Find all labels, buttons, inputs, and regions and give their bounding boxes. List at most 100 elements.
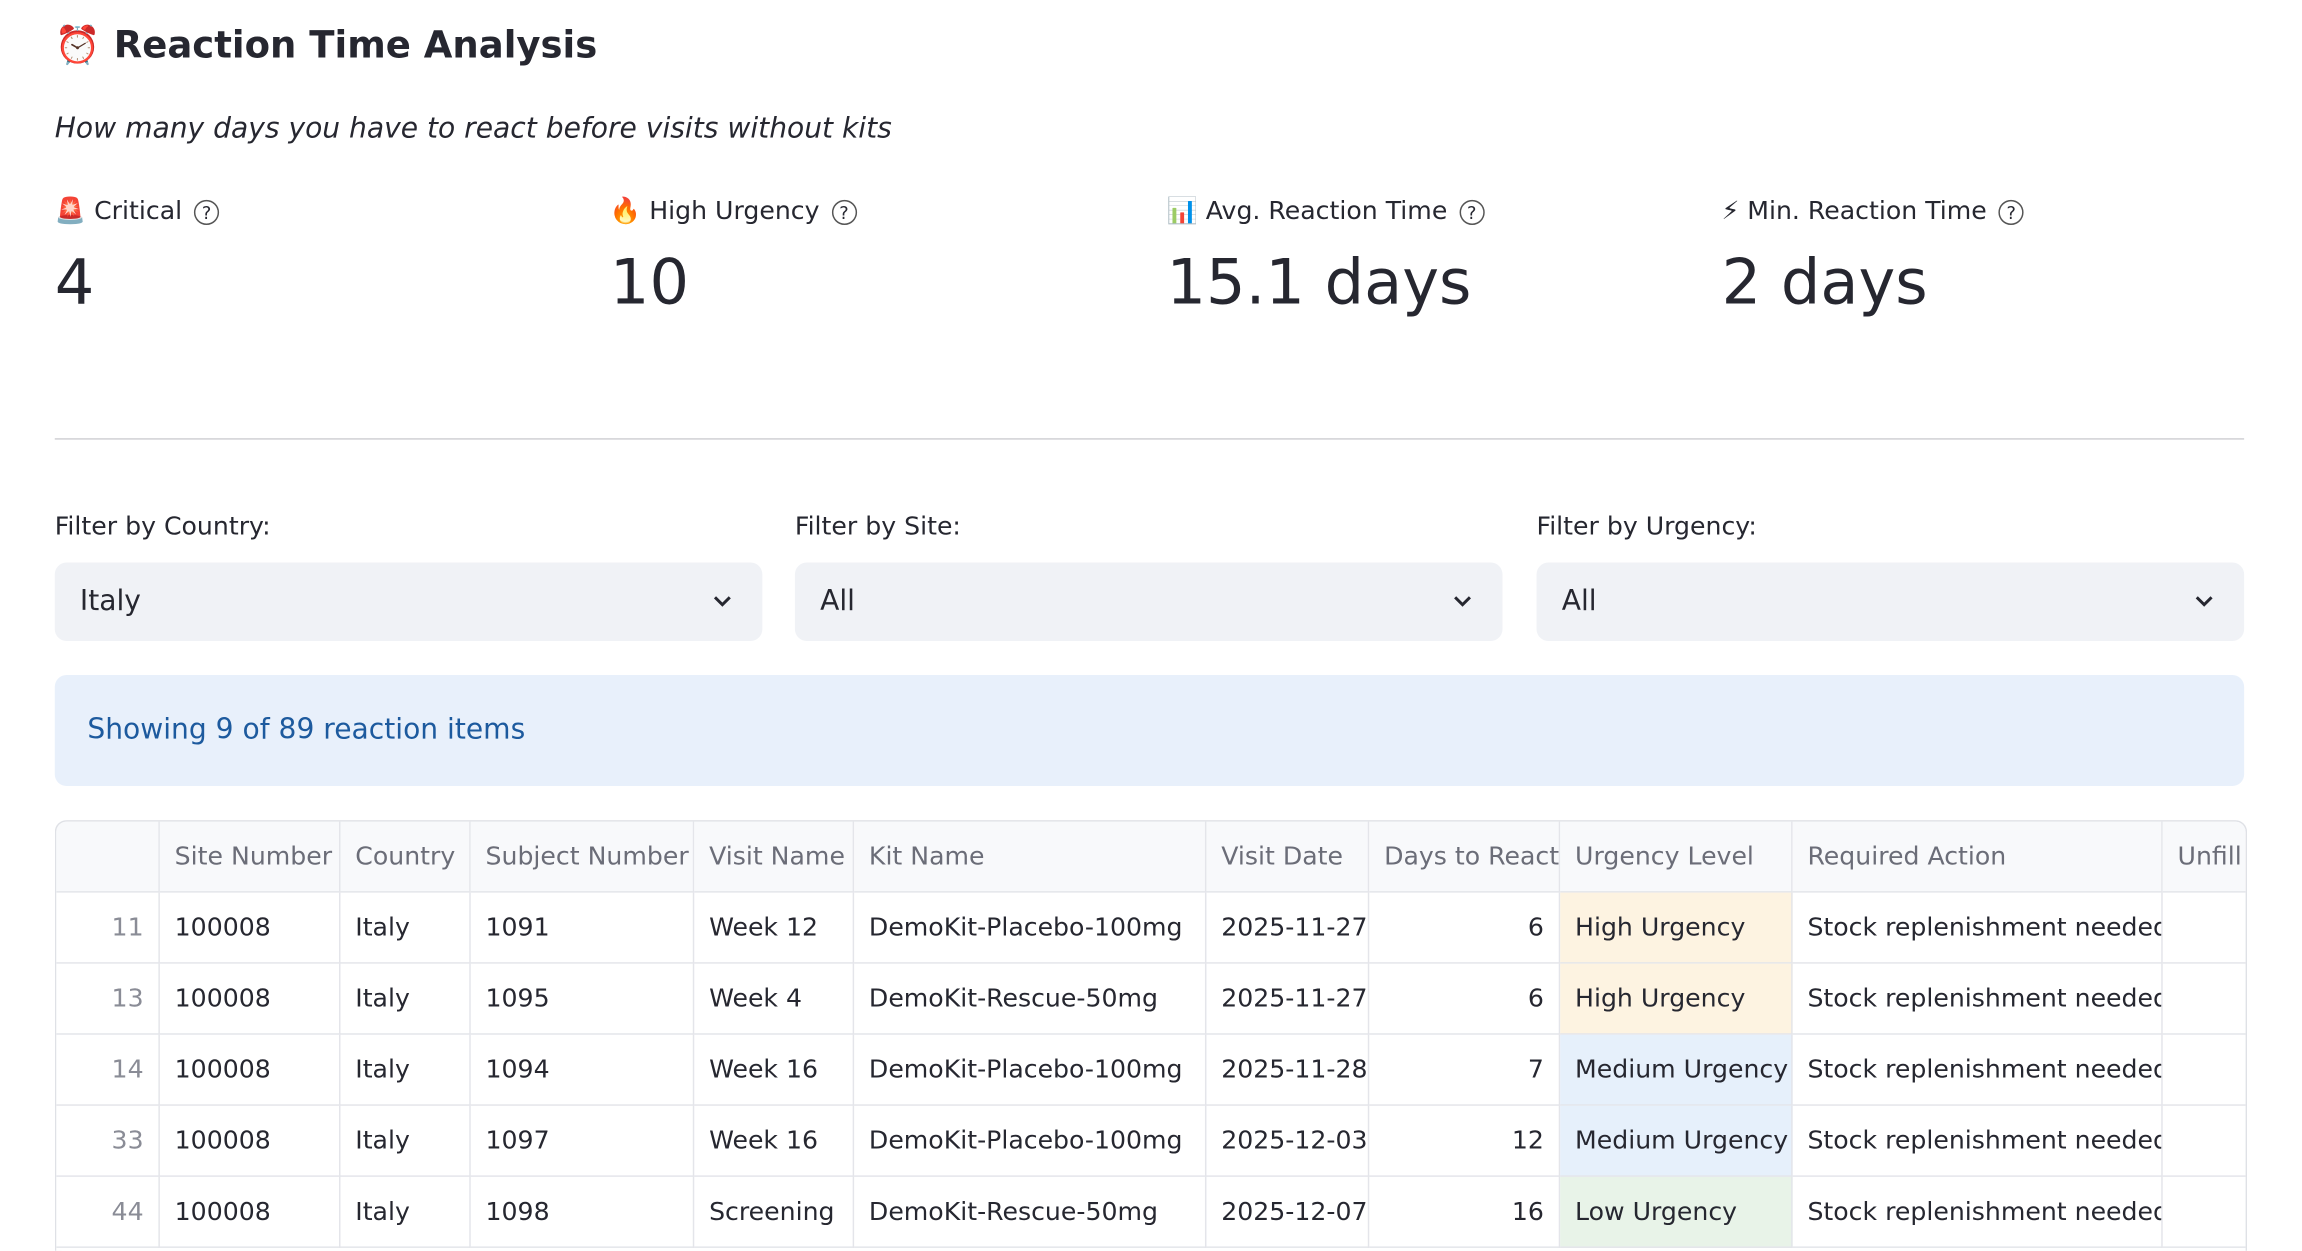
table-cell: 100008 <box>159 892 341 964</box>
table-cell: DemoKit-Placebo-100mg <box>854 1034 1207 1106</box>
title: ⏰ Reaction Time Analysis <box>54 23 598 67</box>
help-icon[interactable]: ? <box>1998 199 2024 225</box>
header-cell: Visit Name <box>694 821 855 893</box>
table-cell: Italy <box>340 1034 471 1106</box>
table-cell: 6 <box>1369 963 1561 1035</box>
help-icon[interactable]: ? <box>193 199 220 225</box>
filter-label: Filter by Urgency: <box>1536 512 1757 542</box>
table-cell: Medium Urgency <box>1560 1105 1793 1177</box>
header-cell: Visit Date <box>1206 821 1370 893</box>
table-cell: 12 <box>1369 1105 1561 1177</box>
table-cell: 100008 <box>159 1176 341 1248</box>
divider <box>54 438 2245 440</box>
table-cell: Italy <box>340 1105 471 1177</box>
metric-label: 🔥 High Urgency? <box>609 196 857 227</box>
table-cell: Week 16 <box>694 1105 855 1177</box>
metric-label-text: ⚡ Min. Reaction Time <box>1721 196 1987 227</box>
subtitle: How many days you have to react before v… <box>54 112 892 146</box>
header-cell: Subject Number <box>470 821 695 893</box>
metric-value: 15.1 days <box>1166 245 1472 319</box>
table-cell: Low Urgency <box>1560 1176 1793 1248</box>
table-cell: Italy <box>340 892 471 964</box>
header-cell: Country <box>340 821 471 893</box>
row-index: 44 <box>56 1176 160 1248</box>
table-cell-empty <box>2162 1106 2246 1177</box>
table-cell: Week 16 <box>694 1034 855 1106</box>
metric-label-text: 📊 Avg. Reaction Time <box>1166 196 1448 227</box>
metric-value: 2 days <box>1721 245 1928 319</box>
table-cell: 1091 <box>470 892 695 964</box>
table-cell: 1098 <box>470 1176 695 1248</box>
table-cell: Stock replenishment needed <box>1792 963 2163 1035</box>
table-cell: Stock replenishment needed <box>1792 1034 2163 1106</box>
filter-select[interactable]: Italy <box>54 562 763 641</box>
table-cell: 1095 <box>470 963 695 1035</box>
help-icon[interactable]: ? <box>831 199 857 225</box>
row-index: 33 <box>56 1105 160 1177</box>
row-index: 11 <box>56 892 160 964</box>
chevron <box>713 596 731 607</box>
header-cell: Required Action <box>1792 821 2163 893</box>
metric-value: 4 <box>54 245 95 319</box>
table-cell: Medium Urgency <box>1560 1034 1793 1106</box>
table-cell-empty <box>2162 1035 2246 1106</box>
chevron <box>1454 596 1471 607</box>
table-cell: DemoKit-Rescue-50mg <box>854 963 1207 1035</box>
table-cell-empty <box>2162 1177 2246 1248</box>
header-cell: Days to React <box>1369 821 1561 893</box>
table-cell: 6 <box>1369 892 1561 964</box>
table-cell: Stock replenishment needed <box>1792 892 2163 964</box>
filter-select[interactable]: All <box>1536 562 2245 641</box>
table-cell: 1094 <box>470 1034 695 1106</box>
table-cell: 1097 <box>470 1105 695 1177</box>
metric-label-text: 🔥 High Urgency <box>609 196 820 227</box>
select-value: Italy <box>79 584 141 618</box>
metric-label: 📊 Avg. Reaction Time? <box>1166 196 1485 227</box>
metric-label-text: 🚨 Critical <box>54 196 183 227</box>
chevron <box>2195 596 2213 607</box>
header-cell <box>56 821 160 893</box>
table-cell: 2025-11-28 <box>1206 1034 1370 1106</box>
header-cell: Unfill <box>2162 821 2246 893</box>
table-cell: Italy <box>340 963 471 1035</box>
table-cell: Italy <box>340 1176 471 1248</box>
metric-label: 🚨 Critical? <box>54 196 220 227</box>
table-cell: 7 <box>1369 1034 1561 1106</box>
table-cell: High Urgency <box>1560 892 1793 964</box>
table-cell: 2025-11-27 <box>1206 963 1370 1035</box>
table-cell: 2025-12-03 <box>1206 1105 1370 1177</box>
table-cell: Week 12 <box>694 892 855 964</box>
table-cell: 2025-11-27 <box>1206 892 1370 964</box>
metric-value: 10 <box>609 245 690 319</box>
info-box: Showing 9 of 89 reaction items <box>54 675 2245 787</box>
table-cell: 16 <box>1369 1176 1561 1248</box>
filter-label: Filter by Site: <box>794 512 961 542</box>
table-cell: DemoKit-Placebo-100mg <box>854 892 1207 964</box>
header-cell: Kit Name <box>854 821 1207 893</box>
table-cell: Stock replenishment needed <box>1792 1176 2163 1248</box>
row-index: 13 <box>56 963 160 1035</box>
row-index: 14 <box>56 1034 160 1106</box>
filter-select[interactable]: All <box>794 562 1503 641</box>
header-cell: Site Number <box>159 821 341 893</box>
select-value: All <box>1561 584 1597 618</box>
table-cell: Week 4 <box>694 963 855 1035</box>
table-cell: 100008 <box>159 1105 341 1177</box>
table-cell: 100008 <box>159 1034 341 1106</box>
table-cell: DemoKit-Placebo-100mg <box>854 1105 1207 1177</box>
select-value: All <box>820 584 855 618</box>
table-cell: 100008 <box>159 963 341 1035</box>
metric-label: ⚡ Min. Reaction Time? <box>1721 196 2024 227</box>
table-cell: High Urgency <box>1560 963 1793 1035</box>
data-table: Site Number Country Subject Number Visit Na… <box>54 820 2248 1251</box>
table-cell: DemoKit-Rescue-50mg <box>854 1176 1207 1248</box>
table-cell-empty <box>2162 964 2246 1035</box>
help-icon[interactable]: ? <box>1459 199 1485 225</box>
table-cell: 2025-12-07 <box>1206 1176 1370 1248</box>
table-cell: Stock replenishment needed <box>1792 1105 2163 1177</box>
table-cell: Screening <box>694 1176 855 1248</box>
header-cell: Urgency Level <box>1560 821 1793 893</box>
